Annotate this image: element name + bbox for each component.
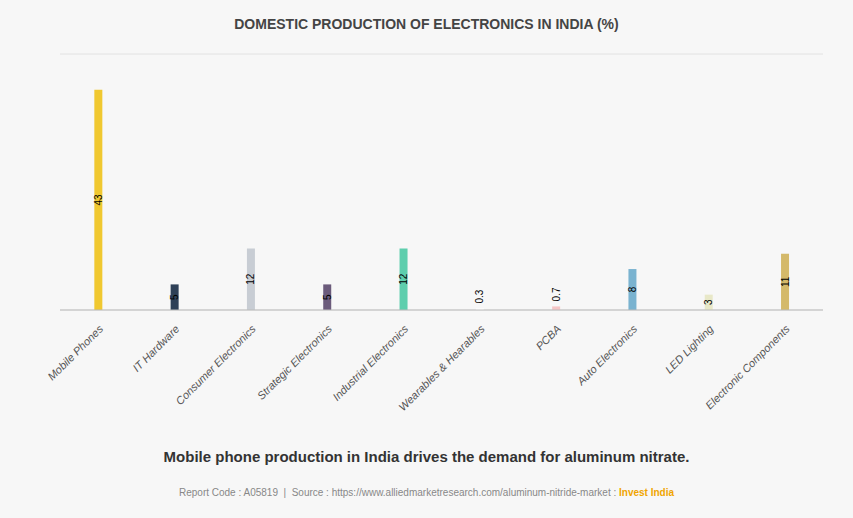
svg-text:Wearables & Hearables: Wearables & Hearables [396, 322, 487, 413]
html-text:DOMESTIC PRODUCTION OF ELECTRO: DOMESTIC PRODUCTION OF ELECTRONICS IN IN… [234, 16, 619, 32]
svg-text:43: 43 [93, 194, 104, 206]
svg-text:8: 8 [627, 286, 638, 292]
svg-text:5: 5 [169, 294, 180, 300]
svg-text:11: 11 [780, 276, 791, 287]
html-text:Report Code : A05819 | Source: Report Code : A05819 | Source : https://… [179, 487, 674, 498]
svg-text:12: 12 [398, 273, 409, 285]
svg-text:0.7: 0.7 [551, 287, 562, 301]
svg-text:LED Lighting: LED Lighting [663, 322, 717, 376]
html-text:Mobile phone production in Ind: Mobile phone production in India drives … [163, 448, 690, 465]
svg-text:Auto Electronics: Auto Electronics [574, 322, 640, 388]
svg-text:3: 3 [703, 299, 714, 305]
svg-text:Electronic Components: Electronic Components [703, 322, 792, 411]
svg-text:Consumer Electronics: Consumer Electronics [173, 322, 258, 407]
svg-text:Mobile Phones: Mobile Phones [45, 322, 105, 382]
svg-text:IT Hardware: IT Hardware [130, 323, 181, 374]
svg-text:0.3: 0.3 [474, 289, 485, 303]
svg-text:5: 5 [322, 294, 333, 300]
svg-text:PCBA: PCBA [533, 323, 563, 353]
svg-text:Strategic Electronics: Strategic Electronics [255, 322, 335, 402]
svg-text:12: 12 [245, 273, 256, 285]
svg-text:Industrial Electronics: Industrial Electronics [330, 322, 411, 403]
